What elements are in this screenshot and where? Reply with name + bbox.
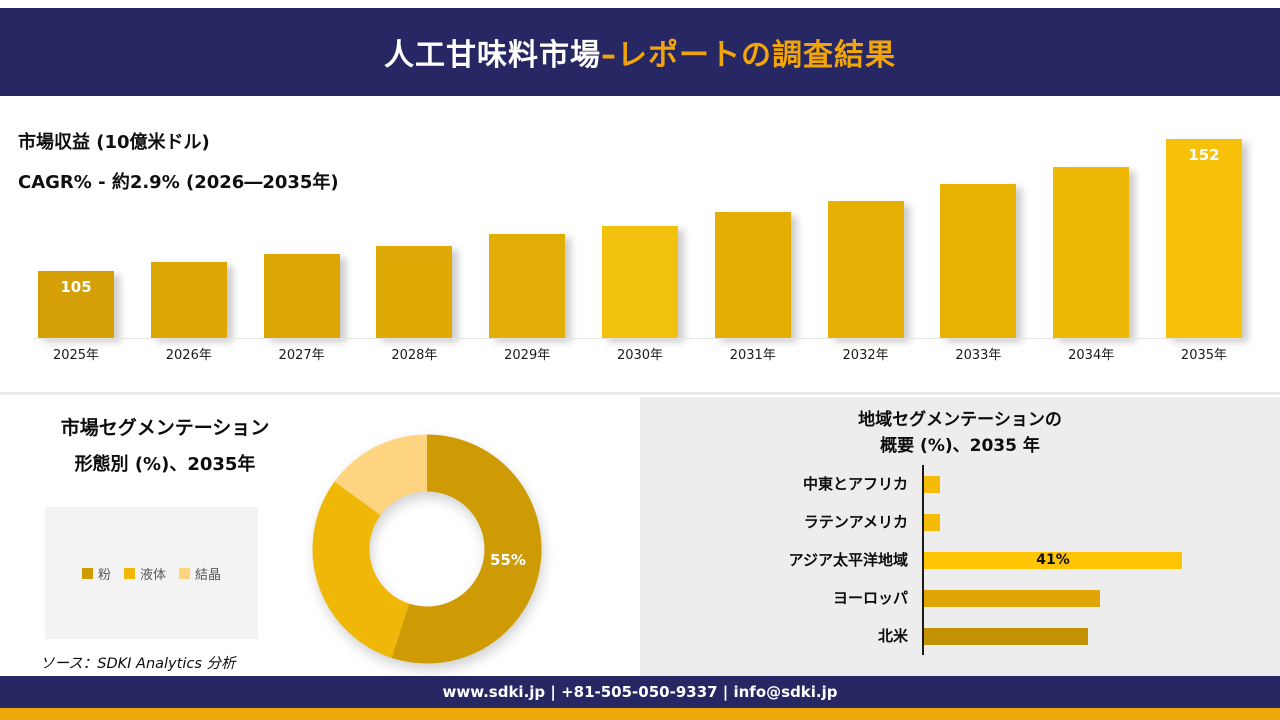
revenue-chart-cagr: CAGR% - 約2.9% (2026―2035年) [18, 172, 339, 193]
region-bar [924, 627, 1088, 645]
revenue-bar [714, 212, 791, 338]
revenue-bar-year: 2027年 [278, 348, 325, 363]
revenue-bar [263, 254, 340, 338]
revenue-bar-group: 2026年 [147, 137, 231, 364]
legend-label: 粉 [97, 567, 111, 583]
region-bar: 41% [924, 551, 1182, 569]
revenue-bar-group: 2027年 [260, 137, 344, 364]
revenue-bar-group: 2033年 [936, 137, 1020, 364]
revenue-bar [1053, 167, 1130, 338]
revenue-bar-year: 2035年 [1180, 348, 1228, 363]
revenue-bar: 105 [38, 271, 114, 338]
legend-item: 結晶 [179, 564, 221, 583]
region-chart-title-line1: 地域セグメンテーションの [858, 410, 1062, 430]
revenue-axis-line [34, 338, 1246, 339]
header-banner: 人工甘味料市場 –レポートの調査結果 [0, 8, 1280, 96]
revenue-chart-title: 市場収益 (10億米ドル) [18, 132, 210, 153]
legend-label: 結晶 [195, 567, 222, 583]
revenue-bar-year: 2034年 [1068, 348, 1115, 363]
revenue-bar-value: 152 [1188, 146, 1220, 164]
region-bar [924, 589, 1100, 607]
region-bars: 41% [922, 465, 1260, 655]
revenue-bar-group: 152 2035年 [1162, 137, 1246, 364]
region-bar-chart: 中東とアフリカ ラテンアメリカアジア太平洋地域ヨーロッパ北米 41% [660, 465, 1260, 655]
section-divider [0, 392, 1280, 395]
source-note: ソース：SDKI Analytics 分析 [40, 656, 236, 672]
region-label: ヨーロッパ [832, 589, 908, 607]
revenue-bar [489, 234, 566, 338]
revenue-bar-group: 2028年 [372, 137, 456, 364]
revenue-bars: 105 2025年 2026年 2027年 2028年 2029年 2030年 2031年 20… [34, 137, 1246, 364]
region-segmentation-panel: 地域セグメンテーションの 概要 (%)、2035 年 中東とアフリカ ラテンアメリ… [640, 397, 1280, 676]
region-bar-row: 41% [924, 541, 1260, 579]
revenue-bar-value: 105 [60, 278, 92, 296]
revenue-bar: 152 [1165, 139, 1242, 338]
page-title-accent: –レポートの調査結果 [601, 38, 896, 73]
legend-swatch [81, 567, 93, 579]
revenue-bar-group: 105 2025年 [34, 137, 118, 364]
region-label: アジア太平洋地域 [788, 551, 908, 569]
donut-slice-2 [312, 434, 542, 664]
revenue-bar-year: 2028年 [391, 348, 438, 363]
revenue-bar [827, 201, 904, 338]
revenue-bar [376, 246, 453, 338]
region-chart-title-line2: 概要 (%)、2035 年 [880, 436, 1040, 456]
revenue-bar-year: 2030年 [616, 348, 664, 363]
footer-contact[interactable]: www.sdki.jp | +81-505-050-9337 | info@sd… [442, 683, 838, 701]
region-chart-title: 地域セグメンテーションの 概要 (%)、2035 年 [640, 407, 1280, 459]
revenue-bar-group: 2030年 [598, 137, 682, 364]
donut-slice-label: 55% [490, 551, 526, 569]
form-segmentation-panel: 市場セグメンテーション 形態別 (%)、2035年 粉 液体 結晶 55% ソース：… [0, 395, 640, 676]
donut-chart: 55% [307, 429, 547, 669]
footer-bar: www.sdki.jp | +81-505-050-9337 | info@sd… [0, 676, 1280, 708]
revenue-bar-year: 2032年 [842, 348, 889, 363]
legend-label: 液体 [139, 567, 166, 583]
region-bar-row [924, 617, 1260, 655]
region-labels: 中東とアフリカ ラテンアメリカアジア太平洋地域ヨーロッパ北米 [660, 465, 922, 655]
revenue-bar-group: 2029年 [485, 137, 569, 364]
region-bar-row [924, 503, 1260, 541]
revenue-bar-group: 2032年 [824, 137, 908, 364]
footer-gold-strip [0, 708, 1280, 720]
legend-item: 粉 [81, 564, 111, 583]
region-label: 北米 [877, 627, 908, 645]
revenue-bar-year: 2031年 [729, 348, 776, 363]
revenue-bar [601, 226, 678, 338]
revenue-bar [940, 184, 1017, 338]
revenue-bar-year: 2033年 [955, 348, 1002, 363]
revenue-bar-group: 2034年 [1049, 137, 1133, 364]
region-label: ラテンアメリカ [803, 513, 908, 531]
page-title: 人工甘味料市場 [384, 38, 601, 73]
form-segmentation-subtitle: 形態別 (%)、2035年 [74, 454, 256, 475]
legend-item: 液体 [123, 564, 166, 583]
donut-slice-1 [312, 434, 542, 664]
legend-swatch [179, 567, 190, 579]
region-bar [924, 475, 940, 493]
revenue-bar [150, 262, 227, 338]
revenue-bar-year: 2026年 [165, 348, 212, 363]
revenue-bar-year: 2025年 [52, 348, 100, 363]
form-legend: 粉 液体 結晶 [45, 507, 258, 639]
region-bar-row [924, 579, 1260, 617]
form-segmentation-title: 市場セグメンテーション [60, 417, 270, 439]
region-label: 中東とアフリカ [802, 475, 908, 493]
revenue-bar-group: 2031年 [711, 137, 795, 364]
revenue-bar-year: 2029年 [504, 348, 551, 363]
region-bar-row [924, 465, 1260, 503]
region-bar [924, 513, 940, 531]
legend-swatch [123, 567, 135, 579]
